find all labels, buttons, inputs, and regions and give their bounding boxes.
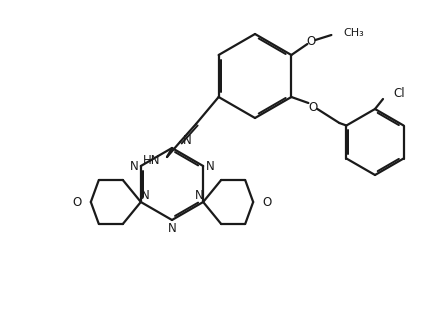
Text: N: N [168, 221, 176, 234]
Text: N: N [129, 160, 138, 172]
Text: N: N [183, 134, 192, 147]
Text: O: O [73, 195, 82, 208]
Text: O: O [309, 101, 318, 114]
Text: N: N [141, 188, 149, 201]
Text: N: N [195, 188, 203, 201]
Text: Cl: Cl [393, 87, 405, 100]
Text: O: O [307, 34, 316, 47]
Text: O: O [262, 195, 271, 208]
Text: CH₃: CH₃ [344, 28, 364, 38]
Text: N: N [206, 160, 215, 172]
Text: HN: HN [142, 154, 160, 167]
